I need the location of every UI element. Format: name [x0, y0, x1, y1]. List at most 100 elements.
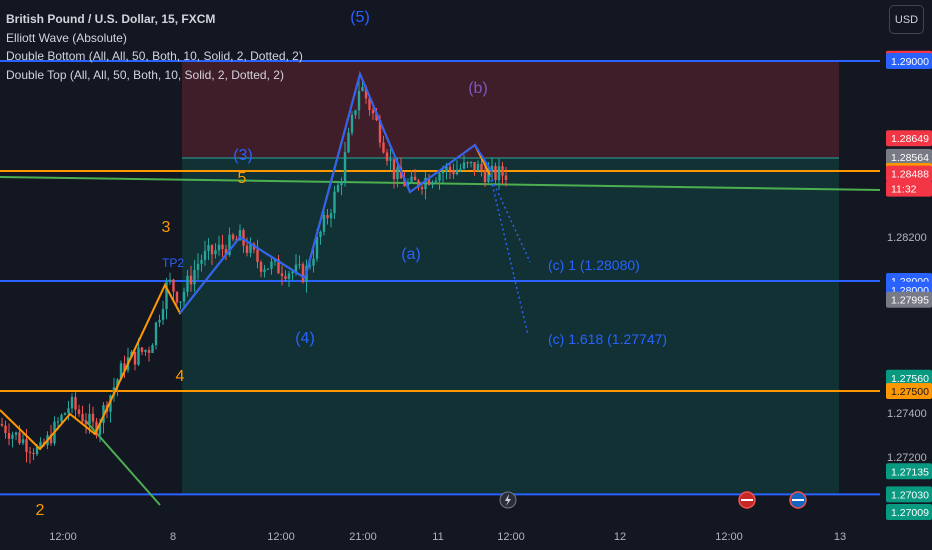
candle-body: [273, 259, 277, 262]
candle-body: [217, 244, 221, 251]
candle: [161, 300, 165, 325]
candle-body: [158, 319, 161, 323]
candle-body: [210, 245, 214, 255]
candle: [413, 168, 417, 181]
candle: [95, 418, 98, 439]
candle: [298, 255, 301, 270]
wave-label-7: (4): [295, 330, 315, 347]
candle: [357, 80, 361, 120]
candle-body: [186, 275, 189, 292]
candle-body: [480, 163, 483, 171]
wave-label-11: (c) 1.618 (1.27747): [548, 331, 667, 347]
candle: [427, 173, 431, 186]
indicator-elliott-wave[interactable]: Elliott Wave (Absolute): [6, 30, 127, 45]
candle-body: [144, 350, 147, 353]
candle-body: [228, 234, 231, 256]
candle: [347, 127, 350, 154]
candle: [361, 80, 364, 92]
candle-body: [151, 345, 154, 353]
candle: [354, 109, 357, 119]
candle: [504, 166, 508, 187]
currency-button[interactable]: USD: [889, 5, 924, 34]
candle: [210, 244, 214, 265]
wave-label-2: (3): [233, 147, 253, 164]
candle-body: [161, 309, 165, 320]
candle-body: [291, 271, 294, 274]
price-label-text: 1.28564: [891, 152, 929, 164]
price-label-bg: [886, 369, 932, 386]
x-tick-2: 12:00: [267, 531, 295, 543]
x-tick-8: 13: [834, 531, 846, 543]
price-label-text: 1.27995: [891, 295, 929, 307]
candle-body: [196, 263, 200, 270]
candle-body: [168, 279, 172, 282]
candle: [7, 423, 11, 446]
candle-body: [137, 347, 140, 365]
candle-body: [368, 98, 371, 111]
elliott-wave-blue: [179, 70, 493, 314]
candle: [186, 269, 189, 297]
candle-body: [123, 363, 126, 371]
candle: [469, 161, 473, 168]
candle-body: [392, 159, 396, 180]
candle-body: [343, 152, 347, 182]
candle-body: [84, 421, 88, 425]
candle-body: [322, 215, 326, 232]
candle: [319, 230, 322, 245]
candle: [196, 253, 200, 280]
candle-body: [406, 182, 410, 187]
x-tick-4: 11: [432, 531, 443, 543]
candle: [172, 278, 175, 302]
candle-body: [60, 414, 63, 422]
candle: [368, 95, 371, 116]
x-tick-3: 21:00: [349, 531, 377, 543]
candle-body: [326, 215, 329, 219]
indicator-double-top[interactable]: Double Top (All, All, 50, Both, 10, Soli…: [6, 67, 284, 82]
candle-body: [347, 132, 350, 153]
price-label-1: 1.29000: [886, 53, 932, 69]
candle: [420, 184, 424, 195]
us-flag-icon: [789, 491, 807, 509]
price-label-11: 1.27500: [886, 383, 932, 399]
candle: [455, 160, 459, 176]
candle-body: [263, 269, 266, 272]
x-tick-6: 12: [614, 531, 626, 543]
candle: [333, 185, 336, 220]
candle: [203, 240, 207, 266]
wave-label-5: TP2: [162, 256, 184, 270]
candle-body: [109, 395, 112, 412]
candle: [270, 256, 273, 275]
candle: [287, 271, 291, 288]
candle-body: [39, 442, 42, 448]
candle-body: [336, 185, 340, 192]
candle-body: [308, 265, 312, 267]
candle: [81, 405, 84, 423]
candle: [473, 162, 476, 176]
candle-body: [175, 291, 179, 303]
candle-body: [203, 250, 207, 260]
candle-body: [301, 264, 305, 283]
candle: [133, 351, 137, 371]
candle-body: [434, 180, 438, 182]
price-label-bg: [886, 148, 932, 165]
price-label-text: 11:32: [891, 184, 917, 196]
candle-body: [35, 447, 39, 455]
price-label-bg: [886, 291, 932, 308]
candle: [84, 413, 88, 434]
candle: [459, 163, 462, 173]
price-label-text: 1.27135: [891, 466, 929, 478]
candle: [266, 268, 270, 271]
candle: [343, 142, 347, 187]
candle-body: [462, 162, 466, 169]
candle-body: [238, 230, 242, 241]
candle-body: [354, 110, 357, 115]
price-label-bg: [886, 180, 932, 197]
candle: [123, 355, 126, 379]
candle-body: [441, 171, 445, 173]
candle-body: [18, 432, 21, 444]
candle-body: [403, 178, 406, 187]
symbol-title[interactable]: British Pound / U.S. Dollar, 15, FXCM: [6, 12, 216, 26]
indicator-double-bottom[interactable]: Double Bottom (All, All, 50, Both, 10, S…: [6, 49, 303, 63]
chart-legend: British Pound / U.S. Dollar, 15, FXCM El…: [6, 10, 303, 84]
